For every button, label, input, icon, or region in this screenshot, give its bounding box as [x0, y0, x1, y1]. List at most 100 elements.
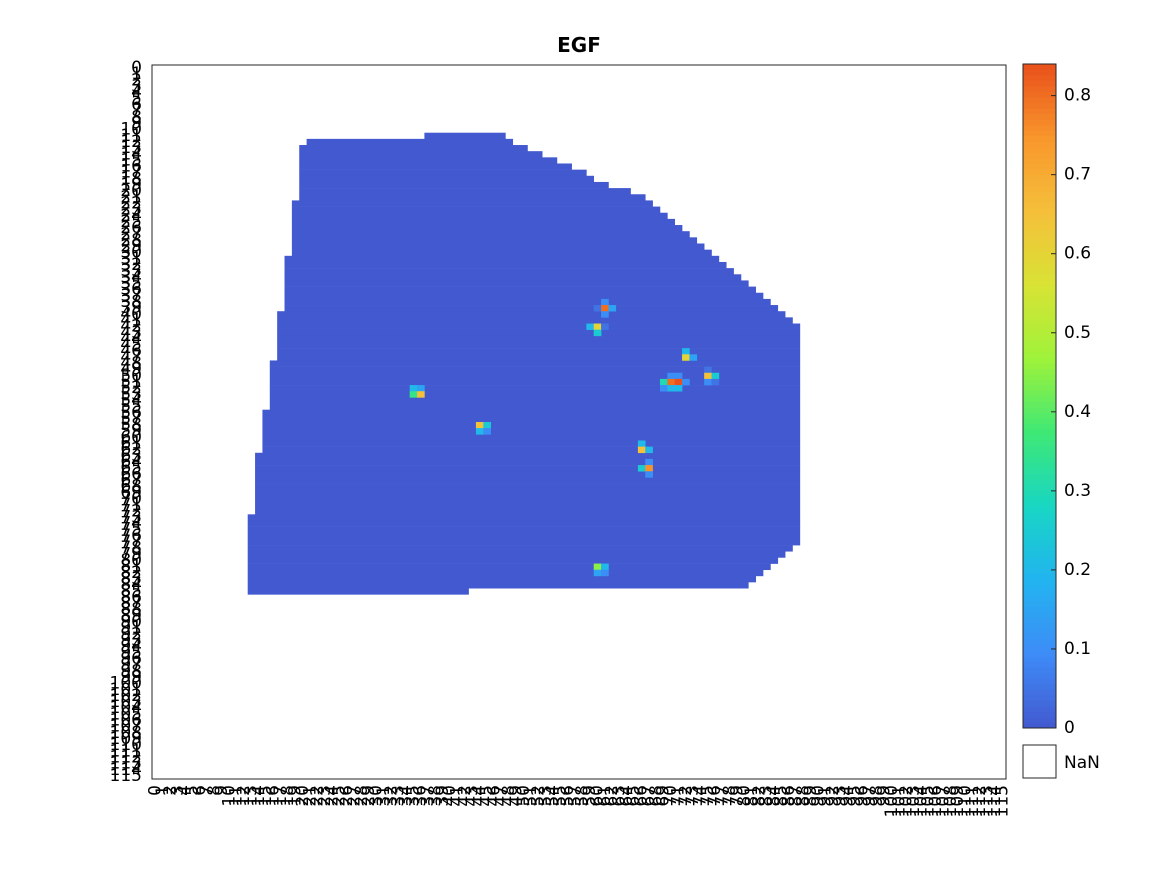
x-tick-label: 12	[234, 785, 254, 807]
y-tick-label: 34	[120, 267, 142, 287]
heatmap-cell	[593, 305, 602, 312]
y-tick-label: 57	[120, 409, 142, 429]
y-tick-label: 30	[120, 243, 142, 263]
x-tick-label: 70	[661, 785, 681, 807]
heatmap-region-row	[247, 545, 793, 552]
x-tick-label: 88	[794, 785, 814, 807]
heatmap-cells	[247, 132, 801, 595]
x-tick-label: 24	[322, 785, 342, 807]
y-tick-label: 68	[120, 477, 142, 497]
colorbar-segment	[1023, 329, 1056, 336]
colorbar-segment	[1023, 633, 1056, 640]
y-tick-label: 75	[120, 520, 142, 540]
colorbar-segment	[1023, 667, 1056, 674]
y-tick-label: 105	[110, 704, 142, 724]
colorbar-segment	[1023, 573, 1056, 579]
x-tick-label: 95	[845, 785, 865, 807]
colorbar-segment	[1023, 539, 1056, 546]
y-tick-label: 18	[120, 169, 142, 189]
heatmap-region-row	[262, 428, 801, 435]
y-tick-label: 40	[120, 304, 142, 324]
y-tick-label: 77	[120, 532, 142, 552]
heatmap-region-row	[255, 465, 801, 472]
x-tick-label: 9	[212, 785, 232, 796]
y-tick-label: 109	[110, 729, 142, 749]
x-tick-label: 56	[558, 785, 578, 807]
y-tick-label: 94	[120, 637, 142, 657]
heatmap-region-row	[247, 538, 801, 546]
colorbar-segment	[1023, 396, 1056, 402]
y-tick-label: 32	[120, 255, 142, 275]
x-tick-label: 54	[543, 785, 563, 807]
heatmap-cell	[417, 385, 425, 392]
heatmap-region-row	[284, 292, 764, 300]
heatmap-cell	[674, 385, 683, 392]
heatmap-region-row	[247, 582, 749, 589]
heatmap-cell	[682, 354, 690, 361]
colorbar-segment	[1023, 484, 1056, 491]
colorbar-segment	[1023, 467, 1056, 474]
colorbar-segment	[1023, 705, 1056, 712]
heatmap-region-row	[269, 397, 801, 404]
heatmap-cell	[601, 298, 609, 306]
heatmap-region-row	[299, 151, 543, 158]
x-tick-label: 114	[985, 785, 1005, 817]
y-tick-label: 49	[120, 360, 142, 380]
y-tick-label: 78	[120, 538, 142, 558]
heatmap-region-row	[277, 348, 801, 355]
x-tick-label: 55	[551, 785, 571, 807]
colorbar-tick-label: 0.7	[1064, 165, 1091, 185]
y-tick-label: 74	[120, 514, 142, 534]
heatmap-cell	[409, 391, 418, 398]
y-tick-label: 44	[120, 329, 142, 349]
x-tick-label: 38	[425, 785, 445, 807]
y-tick-label: 2	[131, 70, 142, 90]
y-tick-label: 24	[120, 206, 142, 226]
colorbar-segment	[1023, 64, 1056, 70]
heatmap-cell	[674, 378, 683, 386]
y-tick-label: 106	[110, 711, 142, 731]
x-tick-label: 69	[654, 785, 674, 807]
colorbar-segment	[1023, 429, 1056, 436]
y-tick-label: 50	[120, 366, 142, 386]
x-tick-label: 62	[602, 785, 622, 807]
x-tick-label: 110	[956, 785, 976, 817]
heatmap-region-row	[277, 323, 801, 330]
colorbar-segment	[1023, 147, 1056, 153]
x-tick-label: 39	[433, 785, 453, 807]
heatmap-region-row	[284, 286, 756, 294]
y-tick-label: 99	[120, 667, 142, 687]
y-tick-label: 72	[120, 501, 142, 521]
heatmap-region-row	[277, 335, 801, 343]
heatmap-region-row	[255, 502, 801, 509]
heatmap-region-row	[284, 261, 727, 269]
y-tick-label: 36	[120, 280, 142, 300]
heatmap-region-row	[247, 557, 779, 564]
y-tick-label: 114	[110, 760, 142, 780]
x-tick-label: 98	[867, 785, 887, 807]
colorbar-segment	[1023, 716, 1056, 723]
x-tick-label: 92	[823, 785, 843, 807]
heatmap-region-row	[424, 132, 506, 140]
colorbar-segment	[1023, 567, 1056, 574]
colorbar-segment	[1023, 462, 1056, 469]
colorbar-segment	[1023, 246, 1056, 253]
y-tick-label: 38	[120, 292, 142, 312]
x-tick-label: 66	[632, 785, 652, 807]
nan-label: NaN	[1064, 753, 1100, 773]
y-tick-label: 96	[120, 649, 142, 669]
x-tick-label: 101	[889, 785, 909, 817]
y-tick-label: 14	[120, 144, 142, 164]
x-tick-label: 78	[720, 785, 740, 807]
y-tick-label: 22	[120, 193, 142, 213]
heatmap-region-row	[291, 237, 698, 244]
heatmap-region-row	[299, 188, 631, 195]
x-tick-label: 36	[411, 785, 431, 807]
heatmap-cell	[689, 354, 698, 361]
y-tick-label: 103	[110, 692, 142, 712]
x-tick-label: 81	[742, 785, 762, 807]
heatmap-region-row	[284, 274, 742, 281]
colorbar-segment	[1023, 252, 1056, 259]
heatmap-cell	[645, 465, 653, 472]
x-tick-label: 51	[521, 785, 541, 807]
